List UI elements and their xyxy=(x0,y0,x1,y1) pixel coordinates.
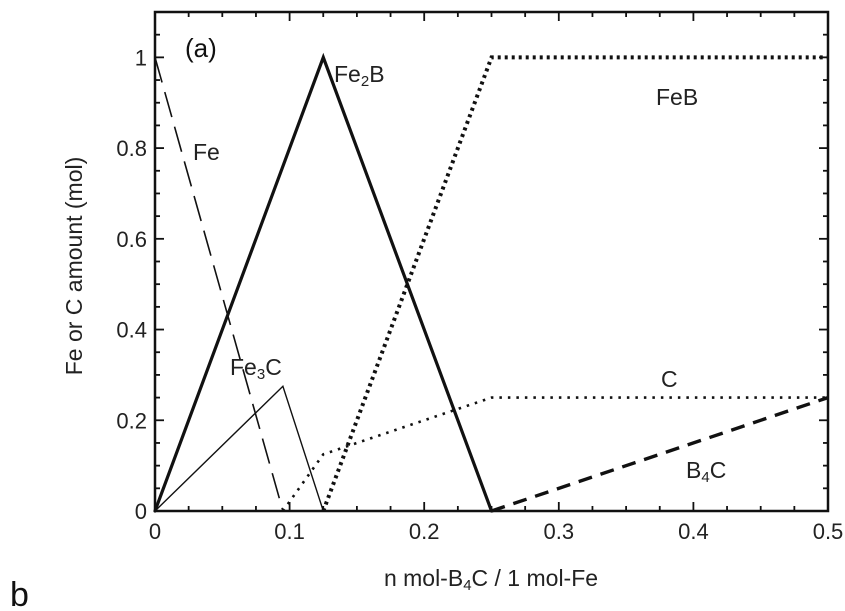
y-axis-title: Fe or C amount (mol) xyxy=(61,157,87,376)
plot-frame xyxy=(153,10,830,513)
y-tick-labels: 0 0.2 0.4 0.6 0.8 1 xyxy=(116,45,147,524)
y-tick-label: 0 xyxy=(135,499,147,524)
panel-label: (a) xyxy=(185,33,217,63)
y-tick-label: 0.2 xyxy=(116,408,147,433)
x-tick-label: 0.1 xyxy=(274,519,305,544)
axis-ticks xyxy=(154,11,829,512)
y-tick-label: 0.6 xyxy=(116,227,147,252)
x-tick-labels: 0 0.1 0.2 0.3 0.4 0.5 xyxy=(149,519,843,544)
series-label-fe2b: Fe2B xyxy=(334,61,385,90)
series-label-fe3c: Fe3C xyxy=(230,354,282,383)
y-tick-label: 0.8 xyxy=(116,136,147,161)
x-tick-label: 0.4 xyxy=(678,519,709,544)
series-line-fe3c xyxy=(154,385,324,512)
y-tick-label: 1 xyxy=(135,45,147,70)
series-line-feb xyxy=(321,55,828,512)
x-tick-label: 0.2 xyxy=(409,519,440,544)
x-axis-title: n mol-B4C / 1 mol-Fe xyxy=(384,565,598,594)
y-tick-label: 0.4 xyxy=(116,318,147,343)
x-tick-label: 0.5 xyxy=(813,519,844,544)
series-label-feb: FeB xyxy=(656,84,698,110)
x-tick-label: 0 xyxy=(149,519,161,544)
figure-letter: b xyxy=(10,576,29,611)
series-label-c: C xyxy=(661,366,678,392)
series-label-b4c: B4C xyxy=(686,457,726,486)
series-line-c xyxy=(281,396,828,512)
series-label-fe: Fe xyxy=(193,139,220,165)
series-layer xyxy=(153,52,829,513)
series-line-fe2b xyxy=(153,52,494,513)
series-line-b4c xyxy=(490,395,829,513)
x-tick-label: 0.3 xyxy=(544,519,575,544)
series-line-fe xyxy=(154,57,284,512)
